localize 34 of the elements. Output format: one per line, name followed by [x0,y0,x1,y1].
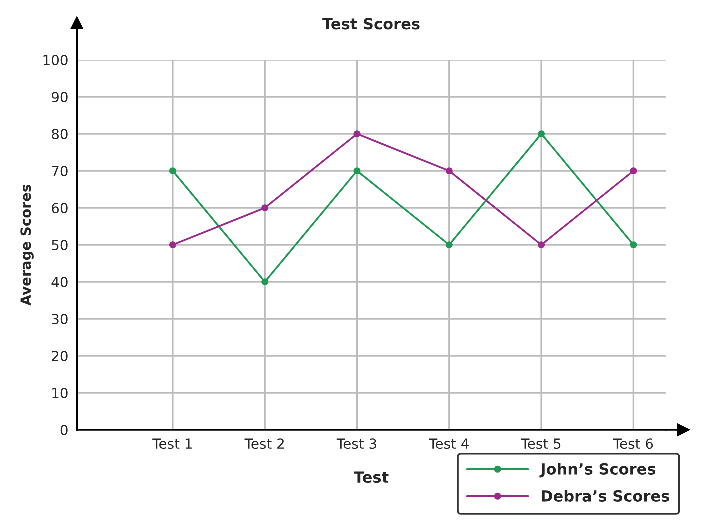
x-tick-label: Test 6 [613,438,654,450]
y-tick-label: 80 [52,129,68,140]
point [354,130,361,138]
y-tick-label: 90 [52,92,68,103]
point [262,204,269,212]
point [630,168,638,175]
point [262,278,269,286]
point [630,242,638,249]
y-tick-label: 100 [44,55,68,66]
point [538,130,546,138]
point [354,168,361,175]
point [446,168,453,175]
y-tick-label: 0 [60,425,68,436]
y-axis-title: Average Scores [20,184,34,306]
chart-title: Test Scores [322,18,420,30]
x-tick-label: Test 3 [336,438,376,450]
y-tick-label: 10 [52,388,68,399]
x-tick-label: Test 4 [429,438,469,450]
y-tick-label: 60 [52,203,68,214]
x-tick-label: Test 5 [521,438,561,450]
y-tick-label: 30 [52,314,68,325]
legend-label: Debra’s Scores [542,490,670,502]
x-axis-title: Test [354,472,389,484]
x-tick-label: Test 1 [152,438,192,450]
legend-label: John’s Scores [540,463,656,478]
point [169,168,176,175]
y-tick-label: 70 [52,166,68,177]
point [169,242,176,249]
point [446,242,453,249]
y-tick-label: 50 [52,240,68,251]
point [538,242,546,249]
x-tick-label: Test 2 [244,438,284,450]
y-tick-label: 40 [52,277,68,288]
y-tick-label: 20 [52,351,68,362]
